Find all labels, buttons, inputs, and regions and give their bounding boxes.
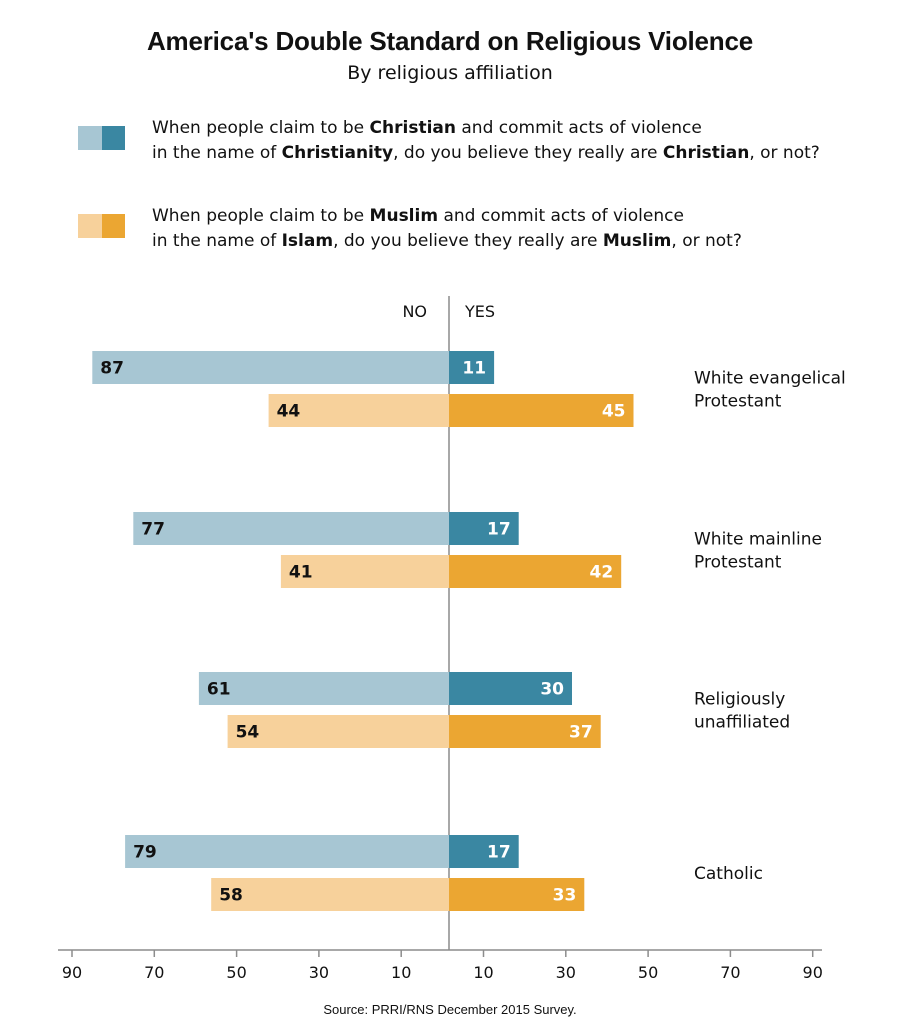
- bar-yes: [449, 351, 495, 384]
- bar-no: [227, 715, 449, 748]
- category-label: Religiously: [694, 690, 785, 710]
- x-tick-label: 70: [720, 963, 740, 982]
- legend-text-part: Islam: [281, 231, 334, 251]
- bar-yes: [449, 878, 585, 911]
- category-label: Protestant: [694, 553, 782, 573]
- x-tick-label: 30: [309, 963, 329, 982]
- bar-yes-label: 45: [602, 402, 626, 422]
- bar-yes: [449, 715, 601, 748]
- bar-no: [198, 672, 449, 705]
- bar-no-label: 79: [133, 843, 157, 863]
- legend-swatch-muslim-no: [78, 214, 102, 238]
- bar-no: [133, 512, 450, 545]
- legend-text-part: , do you believe they really are: [333, 231, 603, 251]
- legend-swatch-christian-no: [78, 126, 102, 150]
- legend-text-part: When people claim to be: [152, 118, 370, 138]
- x-tick-label: 10: [391, 963, 411, 982]
- legend-text-part: Christian: [662, 143, 750, 163]
- bar-yes-label: 37: [569, 723, 593, 743]
- legend-text-part: Christian: [369, 118, 456, 138]
- bar-yes: [449, 512, 519, 545]
- bar-yes: [449, 835, 519, 868]
- chart-title: America's Double Standard on Religious V…: [146, 26, 753, 56]
- bar-no: [92, 351, 450, 384]
- category-label: Protestant: [694, 392, 782, 412]
- legend-text-christian: When people claim to be Christian and co…: [152, 116, 832, 166]
- bar-yes-label: 33: [553, 886, 577, 906]
- bar-yes: [449, 394, 634, 427]
- bar-no-label: 58: [219, 886, 243, 906]
- bar-yes-label: 11: [462, 359, 486, 379]
- legend-text-part: and commit acts of violence: [455, 118, 702, 138]
- bar-no-label: 41: [289, 563, 313, 583]
- legend-text-part: Muslim: [602, 231, 672, 251]
- x-tick-label: 90: [803, 963, 823, 982]
- legend-text-part: Christianity: [281, 143, 394, 163]
- category-label: unaffiliated: [694, 713, 790, 733]
- legend-text-muslim: When people claim to be Muslim and commi…: [152, 204, 832, 254]
- x-tick-label: 50: [226, 963, 246, 982]
- x-tick-label: 10: [473, 963, 493, 982]
- x-tick-label: 90: [62, 963, 82, 982]
- x-tick-label: 70: [144, 963, 164, 982]
- chart-subtitle: By religious affiliation: [347, 62, 553, 84]
- diverging-bar-chart: NO YES 87 11 44 45 White evangelical Protestant…: [58, 296, 846, 982]
- source-note: Source: PRRI/RNS December 2015 Survey.: [323, 1002, 577, 1017]
- bar-no: [211, 878, 449, 911]
- bar-no-label: 77: [141, 520, 165, 540]
- legend-text-part: Muslim: [369, 206, 439, 226]
- legend-swatch-muslim-yes: [102, 214, 125, 238]
- bar-no-label: 54: [236, 723, 260, 743]
- bar-yes-label: 30: [540, 680, 564, 700]
- bar-no-label: 44: [277, 402, 301, 422]
- legend-text-part: When people claim to be: [152, 206, 370, 226]
- category-label: White evangelical: [694, 369, 846, 389]
- yes-side-label: YES: [464, 302, 495, 321]
- bar-yes: [449, 555, 622, 588]
- bar-no: [280, 555, 449, 588]
- x-tick-label: 30: [556, 963, 576, 982]
- bar-no-label: 61: [207, 680, 231, 700]
- bar-yes-label: 17: [487, 843, 511, 863]
- legend-swatch-muslim: [78, 214, 125, 238]
- legend-text-part: , or not?: [749, 143, 820, 163]
- legend-swatch-christian-yes: [102, 126, 125, 150]
- x-tick-label: 50: [638, 963, 658, 982]
- bar-no: [268, 394, 449, 427]
- bar-yes-label: 42: [590, 563, 614, 583]
- no-side-label: NO: [402, 302, 427, 321]
- bar-no-label: 87: [100, 359, 124, 379]
- bar-no: [125, 835, 449, 868]
- legend-text-part: and commit acts of violence: [438, 206, 684, 226]
- bar-yes-label: 17: [487, 520, 511, 540]
- category-label: White mainline: [694, 530, 822, 550]
- legend-text-part: in the name of: [152, 143, 282, 163]
- category-label: Catholic: [694, 864, 763, 884]
- bar-yes: [449, 672, 572, 705]
- legend-text-part: , do you believe they really are: [393, 143, 663, 163]
- legend-text-part: in the name of: [152, 231, 282, 251]
- legend-swatch-christian: [78, 126, 125, 150]
- legend-text-part: , or not?: [671, 231, 742, 251]
